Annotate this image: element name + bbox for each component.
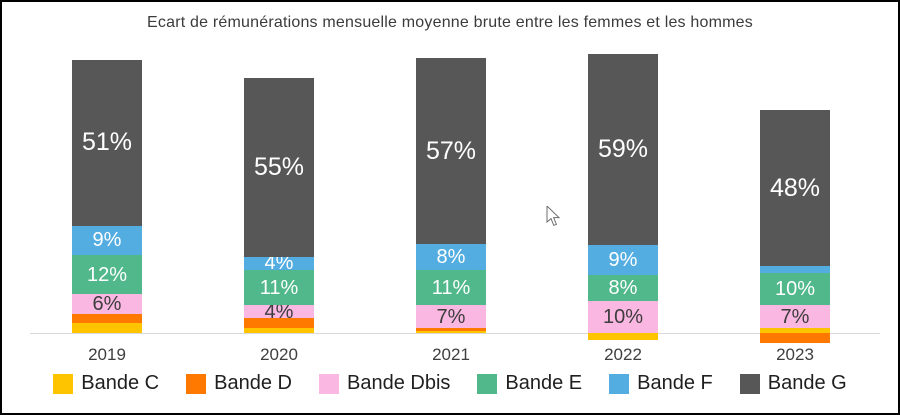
legend-label: Bande C (81, 372, 160, 394)
segment-value-label: 48% (769, 173, 821, 202)
legend-swatch-icon (609, 373, 630, 394)
x-axis-label-2020: 2020 (260, 345, 298, 364)
segment-value-label: 9% (92, 229, 122, 252)
bar-segment-bande-e-2021[interactable]: 11% (416, 269, 486, 306)
bar-segment-bande-g-2023[interactable]: 48% (760, 110, 830, 267)
bar-segment-bande-c-2020[interactable] (244, 328, 314, 333)
bar-segment-bande-c-2021[interactable] (416, 331, 486, 333)
bar-segment-bande-f-2019[interactable]: 9% (72, 225, 142, 255)
bar-segment-bande-e-2020[interactable]: 11% (244, 269, 314, 306)
bar-segment-bande-f-2022[interactable]: 9% (588, 245, 658, 275)
legend-item-bande-dbis[interactable]: Bande Dbis (318, 372, 451, 395)
x-axis-label-2019: 2019 (88, 345, 126, 364)
legend-swatch-icon (53, 373, 74, 394)
legend-item-bande-e[interactable]: Bande E (477, 372, 582, 395)
legend-item-bande-f[interactable]: Bande F (609, 372, 713, 395)
bar-segment-bande-c-2023[interactable] (760, 328, 830, 333)
legend-label: Bande D (214, 372, 292, 394)
bar-segment-bande-g-2021[interactable]: 57% (416, 58, 486, 244)
x-axis-line (30, 333, 880, 334)
bar-segment-bande-f-2020[interactable]: 4% (244, 253, 314, 273)
bar-segment-bande-e-2019[interactable]: 12% (72, 255, 142, 294)
bar-segment-bande-e-2023[interactable]: 10% (760, 272, 830, 306)
bar-segment-bande-e-2022[interactable]: 8% (588, 274, 658, 301)
segment-value-label: 51% (81, 128, 133, 157)
plot-area: 6% 12% 9% 51% 2019 4% 11% 4% 55% 2020 7% 11% 8% 57% 20… (2, 47, 898, 364)
segment-value-label: 4% (264, 300, 294, 323)
bar-segment-bande-g-2022[interactable]: 59% (588, 53, 658, 246)
bar-segment-bande-c-2022[interactable] (588, 333, 658, 340)
bar-segment-bande-g-2019[interactable]: 51% (72, 60, 142, 226)
legend-swatch-icon (477, 373, 498, 394)
bar-segment-bande-dbis-2020[interactable]: 4% (244, 302, 314, 322)
segment-value-label: 12% (86, 263, 128, 286)
segment-value-label: 7% (436, 305, 466, 328)
legend-label: Bande F (637, 372, 713, 394)
legend-swatch-icon (318, 373, 339, 394)
segment-value-label: 10% (602, 305, 644, 328)
segment-value-label: 6% (92, 292, 122, 315)
legend-label: Bande Dbis (346, 372, 451, 394)
segment-value-label: 8% (608, 276, 638, 299)
bar-segment-bande-dbis-2023[interactable]: 7% (760, 305, 830, 329)
segment-value-label: 59% (597, 134, 649, 163)
legend-swatch-icon (186, 373, 207, 394)
legend-label: Bande E (505, 372, 583, 394)
legend-item-bande-c[interactable]: Bande C (53, 372, 159, 395)
segment-value-label: 55% (253, 152, 305, 181)
bar-segment-bande-f-2021[interactable]: 8% (416, 243, 486, 270)
bar-segment-bande-f-2023[interactable] (760, 266, 830, 273)
segment-value-label: 11% (259, 276, 299, 299)
bar-segment-bande-d-2019[interactable] (72, 313, 142, 324)
chart-title: Ecart de rémunérations mensuelle moyenne… (147, 14, 753, 31)
legend-label: Bande G (767, 372, 847, 394)
x-axis-label-2023: 2023 (776, 345, 814, 364)
legend-item-bande-d[interactable]: Bande D (186, 372, 292, 395)
legend-swatch-icon (739, 373, 760, 394)
segment-value-label: 10% (774, 278, 816, 301)
segment-value-label: 57% (425, 136, 477, 165)
bar-segment-bande-c-2019[interactable] (72, 323, 142, 333)
bar-segment-bande-dbis-2019[interactable]: 6% (72, 294, 142, 314)
mouse-cursor-icon (546, 206, 561, 227)
bar-segment-bande-g-2020[interactable]: 55% (244, 77, 314, 257)
bar-segment-bande-d-2023[interactable] (760, 333, 830, 343)
segment-value-label: 4% (264, 252, 294, 275)
bar-segment-bande-d-2021[interactable] (416, 328, 486, 332)
bar-segment-bande-dbis-2022[interactable]: 10% (588, 300, 658, 333)
segment-value-label: 7% (780, 305, 810, 328)
segment-value-label: 8% (436, 245, 466, 268)
segment-value-label: 11% (431, 276, 471, 299)
legend-item-bande-g[interactable]: Bande G (739, 372, 847, 395)
x-axis-label-2021: 2021 (432, 345, 470, 364)
chart-legend: Bande C Bande D Bande Dbis Bande E Bande F Ba… (2, 372, 898, 395)
bar-segment-bande-d-2020[interactable] (244, 318, 314, 329)
bar-segment-bande-dbis-2021[interactable]: 7% (416, 305, 486, 329)
x-axis-label-2022: 2022 (604, 345, 642, 364)
segment-value-label: 9% (608, 248, 638, 271)
